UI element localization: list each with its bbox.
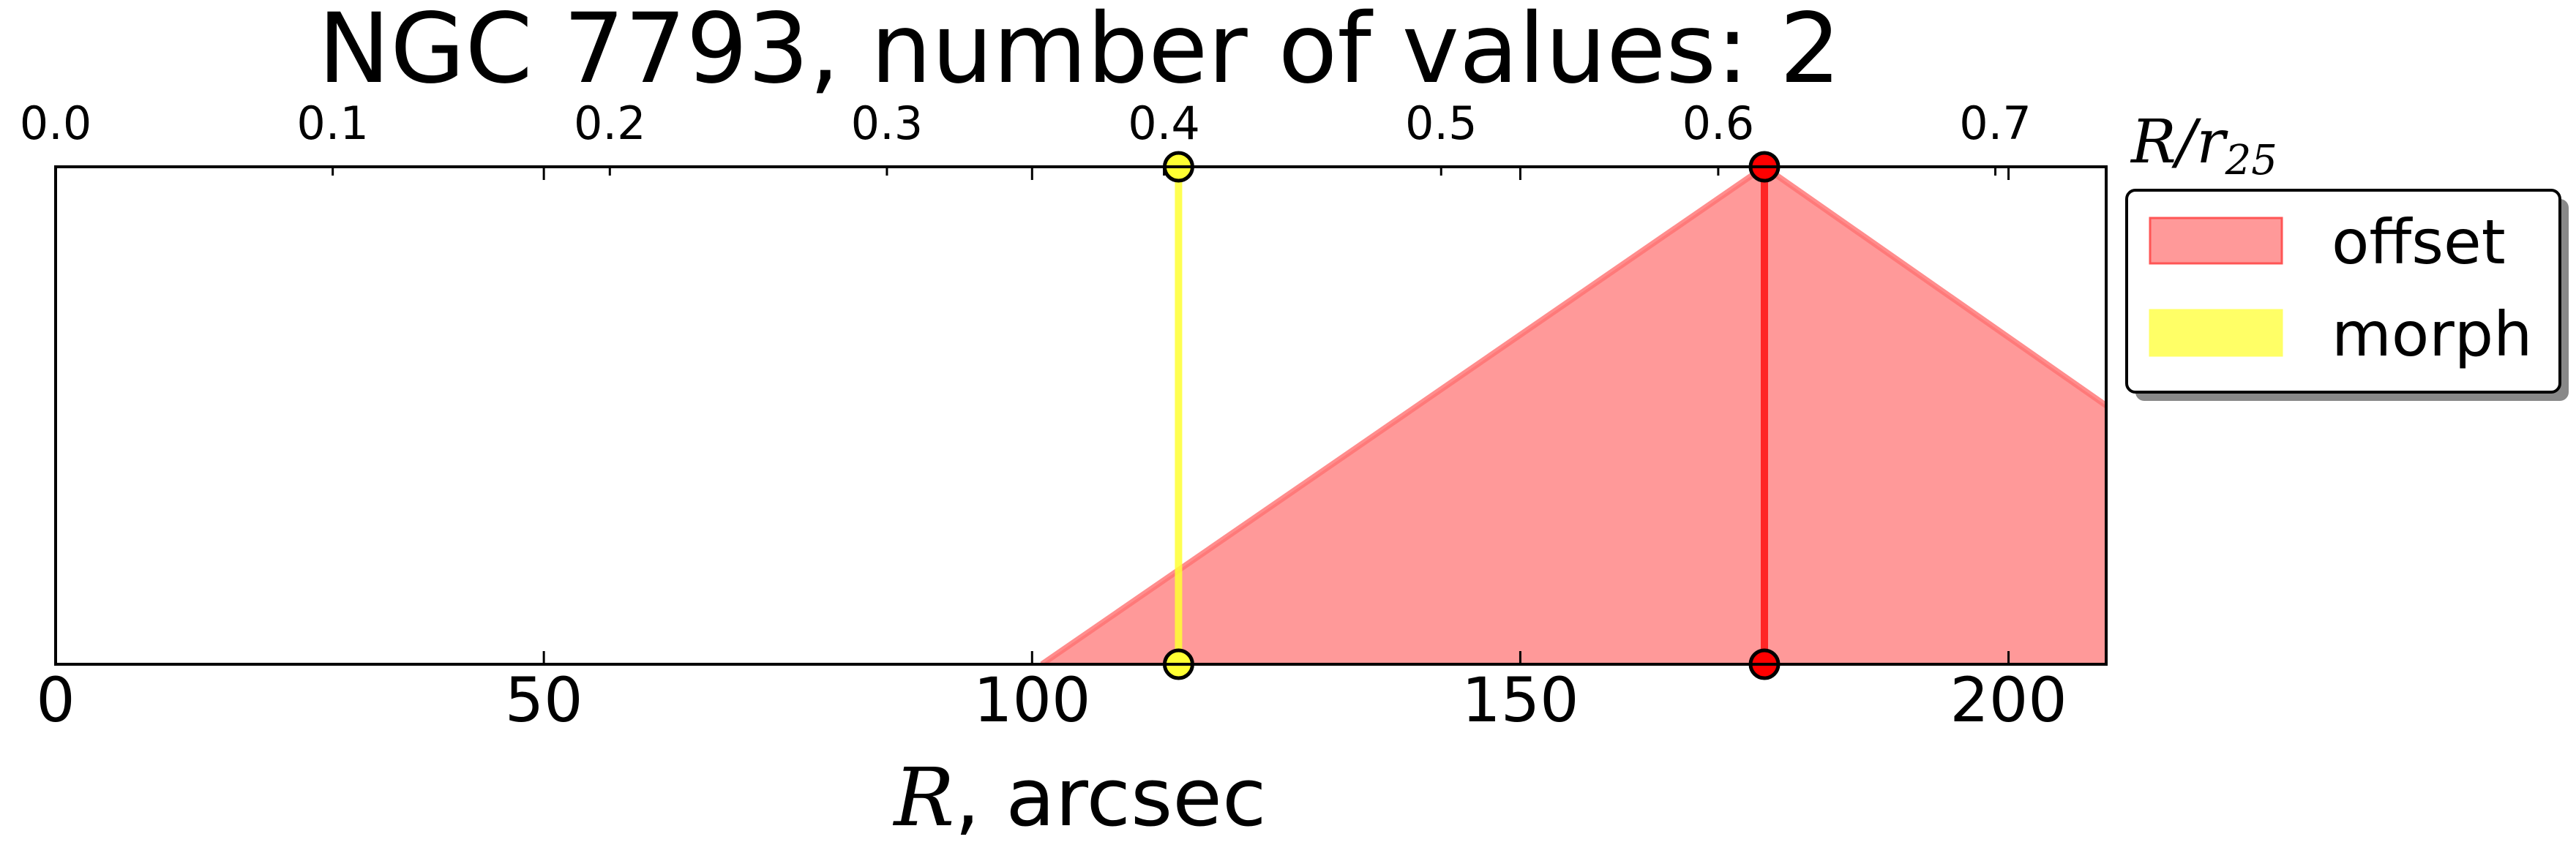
legend-swatch-morph bbox=[2149, 309, 2283, 357]
top-tick-label-0.3: 0.3 bbox=[851, 97, 924, 150]
offset-area-edge bbox=[1040, 167, 2106, 664]
top-axis-label-sub: 25 bbox=[2225, 137, 2277, 184]
legend-swatch-offset bbox=[2149, 217, 2283, 265]
x-tick-label-0: 0 bbox=[36, 664, 75, 736]
chart-title: NGC 7793, number of values: 2 bbox=[318, 0, 1841, 105]
top-tick-label-0.7: 0.7 bbox=[1959, 97, 2032, 150]
plot-area bbox=[1040, 167, 2106, 664]
top-tick-label-0.4: 0.4 bbox=[1128, 97, 1200, 150]
top-tick-label-0.2: 0.2 bbox=[574, 97, 646, 150]
plot-frame bbox=[54, 165, 2108, 666]
data-layer bbox=[1040, 151, 2106, 680]
top-tick-label-0.6: 0.6 bbox=[1682, 97, 1755, 150]
x-tick-label-50: 50 bbox=[505, 664, 583, 736]
top-tick-label-0.0: 0.0 bbox=[20, 97, 92, 150]
x-axis-label-unit: , arcsec bbox=[954, 751, 1266, 844]
top-tick-label-0.5: 0.5 bbox=[1405, 97, 1478, 150]
x-tick-label-200: 200 bbox=[1950, 664, 2067, 736]
x-tick-label-150: 150 bbox=[1461, 664, 1579, 736]
legend-label-offset: offset bbox=[2332, 206, 2506, 278]
offset-area bbox=[1041, 167, 2106, 664]
top-axis-label-text: R/r bbox=[2130, 108, 2228, 177]
top-axis-label: R/r25 bbox=[2130, 108, 2277, 184]
legend-label-morph: morph bbox=[2332, 298, 2532, 370]
top-axis: 0.0 0.1 0.2 0.3 0.4 0.5 0.6 0.7 bbox=[20, 97, 2032, 176]
x-axis-label: R, arcsec bbox=[893, 751, 1267, 844]
legend: offset morph bbox=[2125, 189, 2569, 401]
top-tick-label-0.1: 0.1 bbox=[296, 97, 369, 150]
x-tick-label-100: 100 bbox=[973, 664, 1090, 736]
bottom-axis: 0 50 100 150 200 bbox=[36, 167, 2067, 736]
x-axis-label-var: R bbox=[893, 751, 955, 844]
